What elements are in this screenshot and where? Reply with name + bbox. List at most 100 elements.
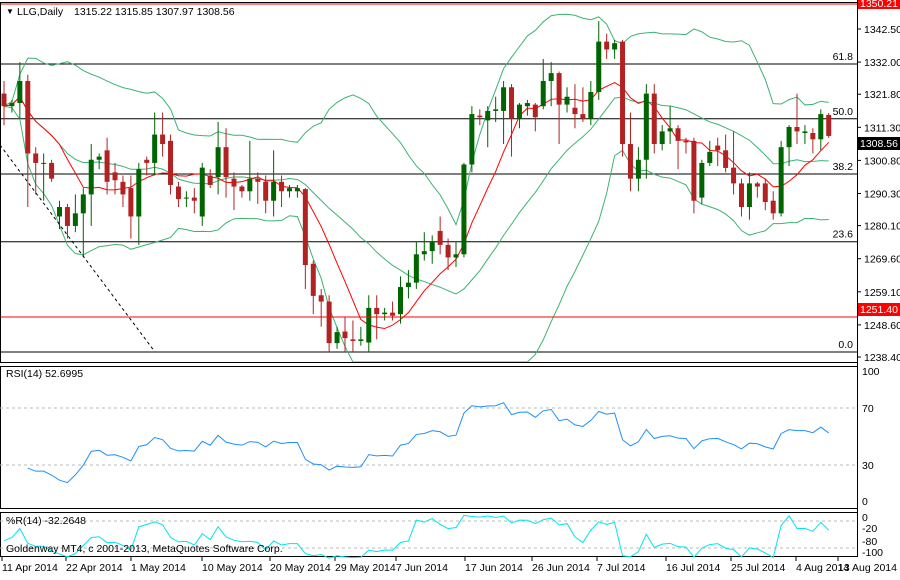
candle [112,162,118,195]
candle-body [215,147,221,178]
date-tick-label: 7 Jul 2014 [597,562,646,574]
candle [604,33,610,59]
candle-body [445,244,451,258]
candle-body [49,162,55,179]
date-axis[interactable]: 11 Apr 2014 22 Apr 2014 1 May 2014 10 May 2… [1,557,897,574]
candle [271,150,277,217]
candle [778,140,784,217]
candle [80,188,86,258]
candle [152,112,158,176]
symbol-label: LLG,Daily [17,6,64,18]
candle-body [199,167,205,217]
red-line-price-text: 1251.40 [860,304,898,316]
candle-body [152,134,158,163]
candle [564,87,570,113]
candle [723,134,729,173]
candle-body [318,295,324,302]
red-line-price-tag [858,303,900,316]
candle-body [627,144,633,179]
price-panel[interactable]: 61.8 50.0 38.2 23.6 0.0 [0,13,857,363]
candle-body [691,140,697,201]
candle-body [429,241,435,252]
candle [667,106,673,145]
candle-body [104,150,110,182]
rsi-line [27,402,830,484]
candle-body [564,96,570,105]
candle [350,320,356,352]
candle [445,238,451,271]
date-tick-label: 7 Jun 2014 [396,562,448,574]
candle [183,191,189,208]
candle [699,159,705,204]
candle [620,40,626,157]
rsi-tick-100: 100 [862,366,880,378]
candle [437,216,443,255]
candle-body [754,183,760,187]
candle [207,169,213,189]
candle [41,153,47,201]
candle-body [207,175,213,185]
candle [286,184,292,198]
candle-body [659,131,665,145]
candle-body [160,134,166,145]
candle [627,112,633,192]
price-tick-label: 1248.60 [864,320,900,332]
candle [57,200,63,230]
candle [691,137,697,214]
candle [239,184,245,198]
candle [421,232,427,261]
candle [612,40,618,59]
candle-body [453,254,459,258]
candle-body [239,186,245,192]
date-tick-label: 11 Apr 2014 [2,562,58,574]
candle-body [128,188,134,217]
candle [9,99,15,113]
candle [707,140,713,167]
date-tick-label: 25 Jul 2014 [731,562,785,574]
candle [25,74,31,208]
candle-body [25,80,31,154]
candle [746,172,752,220]
fibonacci-levels[interactable]: 61.8 50.0 38.2 23.6 0.0 [0,51,857,353]
candle-body [64,207,70,226]
candle-body [136,169,142,217]
candle-body [398,287,403,315]
top-price-tag-text: 1350.21 [860,0,898,10]
candle [144,156,150,176]
date-tick-label: 20 May 2014 [270,562,331,574]
candle [731,131,737,195]
candle [635,147,641,192]
candle [477,109,483,126]
candle [318,288,324,327]
candle-body [643,93,649,160]
candle-body [612,43,618,50]
candle-body [667,128,673,132]
candle [191,188,197,214]
candle [168,134,174,195]
candle [453,241,459,267]
candle [49,159,55,182]
candle-body [334,332,340,344]
collapse-triangle-icon[interactable]: ▼ [6,7,14,16]
candle [17,62,23,119]
price-tick-label: 1259.10 [864,287,900,299]
price-tick-label: 1332.00 [864,57,900,69]
candle-body [540,80,546,107]
candle-body [263,181,269,201]
candle [794,93,800,145]
trend-line[interactable] [0,144,156,353]
price-axis[interactable]: 1342.50 1332.00 1321.80 1311.30 1300.80 1290.… [857,24,900,364]
candle-body [413,254,419,283]
candle [572,84,578,129]
candle-body [596,41,602,93]
price-tick-label: 1280.10 [864,221,900,233]
date-tick-label: 1 May 2014 [131,562,186,574]
wpr-tick-minus20: -20 [862,523,877,535]
candle-body [421,251,427,255]
candle-body [738,183,744,208]
date-tick-label: 16 Jul 2014 [666,562,720,574]
fib-label: 23.6 [833,229,854,241]
candle [548,62,554,107]
candle [302,188,308,289]
